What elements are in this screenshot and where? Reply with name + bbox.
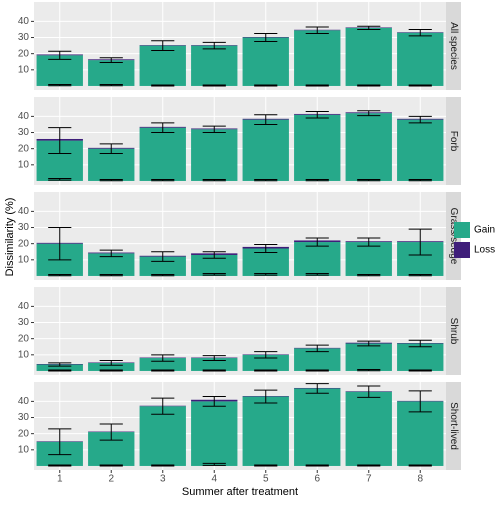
error-bar bbox=[203, 85, 226, 86]
bar bbox=[191, 401, 237, 466]
bar bbox=[88, 60, 134, 86]
bar bbox=[346, 28, 392, 86]
error-bar bbox=[409, 465, 432, 466]
legend-swatch bbox=[454, 222, 470, 238]
x-tick-label: 8 bbox=[417, 474, 423, 485]
error-bar bbox=[48, 370, 71, 371]
x-tick-label: 5 bbox=[263, 474, 269, 485]
y-tick-label: 30 bbox=[18, 222, 30, 233]
y-tick-label: 20 bbox=[18, 238, 30, 249]
error-bar bbox=[151, 85, 174, 86]
x-tick-label: 4 bbox=[211, 474, 217, 485]
y-axis-title: Dissimilarity (%) bbox=[4, 198, 16, 277]
bar bbox=[37, 55, 83, 86]
x-tick-label: 3 bbox=[160, 474, 166, 485]
legend-label: Gain bbox=[474, 225, 495, 236]
y-tick-label: 30 bbox=[18, 317, 30, 328]
y-tick-label: 10 bbox=[18, 444, 30, 455]
error-bar bbox=[48, 465, 71, 466]
bar bbox=[346, 242, 392, 276]
strip-label: All species bbox=[448, 22, 459, 70]
strip-label: Forb bbox=[448, 131, 459, 152]
y-tick-label: 20 bbox=[18, 428, 30, 439]
error-bar bbox=[254, 370, 277, 371]
x-axis-title: Summer after treatment bbox=[182, 486, 298, 498]
strip-label: Shrub bbox=[448, 318, 459, 345]
legend-swatch bbox=[454, 242, 470, 258]
bar bbox=[294, 388, 340, 466]
error-bar bbox=[254, 85, 277, 86]
y-tick-label: 10 bbox=[18, 64, 30, 75]
bar bbox=[346, 392, 392, 466]
bar bbox=[294, 242, 340, 276]
y-tick-label: 40 bbox=[18, 206, 30, 217]
error-bar bbox=[306, 465, 329, 466]
y-tick-label: 10 bbox=[18, 159, 30, 170]
error-bar bbox=[409, 85, 432, 86]
bar bbox=[191, 46, 237, 86]
x-tick-label: 7 bbox=[366, 474, 372, 485]
error-bar bbox=[306, 85, 329, 86]
legend-label: Loss bbox=[474, 245, 495, 256]
x-tick-label: 1 bbox=[57, 474, 63, 485]
y-tick-label: 20 bbox=[18, 143, 30, 154]
y-tick-label: 20 bbox=[18, 333, 30, 344]
y-tick-label: 40 bbox=[18, 111, 30, 122]
bar bbox=[294, 30, 340, 86]
y-tick-label: 30 bbox=[18, 127, 30, 138]
x-tick-label: 6 bbox=[314, 474, 320, 485]
bar bbox=[397, 33, 443, 86]
x-tick-label: 2 bbox=[108, 474, 114, 485]
error-bar bbox=[100, 465, 123, 466]
error-bar bbox=[100, 370, 123, 371]
y-tick-label: 30 bbox=[18, 32, 30, 43]
bar bbox=[140, 46, 186, 86]
bar bbox=[140, 128, 186, 181]
error-bar bbox=[151, 465, 174, 466]
error-bar bbox=[254, 465, 277, 466]
bar bbox=[397, 344, 443, 371]
y-tick-label: 40 bbox=[18, 16, 30, 27]
error-bar bbox=[409, 370, 432, 371]
bar bbox=[294, 115, 340, 181]
bar bbox=[140, 406, 186, 466]
y-tick-label: 20 bbox=[18, 48, 30, 59]
error-bar bbox=[357, 85, 380, 86]
bar bbox=[243, 120, 289, 181]
y-tick-label: 40 bbox=[18, 396, 30, 407]
bar bbox=[397, 120, 443, 181]
error-bar bbox=[357, 465, 380, 466]
bar bbox=[346, 344, 392, 371]
y-tick-label: 10 bbox=[18, 349, 30, 360]
bar bbox=[243, 38, 289, 86]
bar bbox=[191, 129, 237, 181]
strip-label: Short-lived bbox=[448, 402, 459, 450]
bar bbox=[346, 113, 392, 181]
error-bar bbox=[203, 370, 226, 371]
error-bar bbox=[306, 370, 329, 371]
bar bbox=[243, 397, 289, 466]
error-bar bbox=[151, 370, 174, 371]
y-tick-label: 30 bbox=[18, 412, 30, 423]
y-tick-label: 10 bbox=[18, 254, 30, 265]
y-tick-label: 40 bbox=[18, 301, 30, 312]
